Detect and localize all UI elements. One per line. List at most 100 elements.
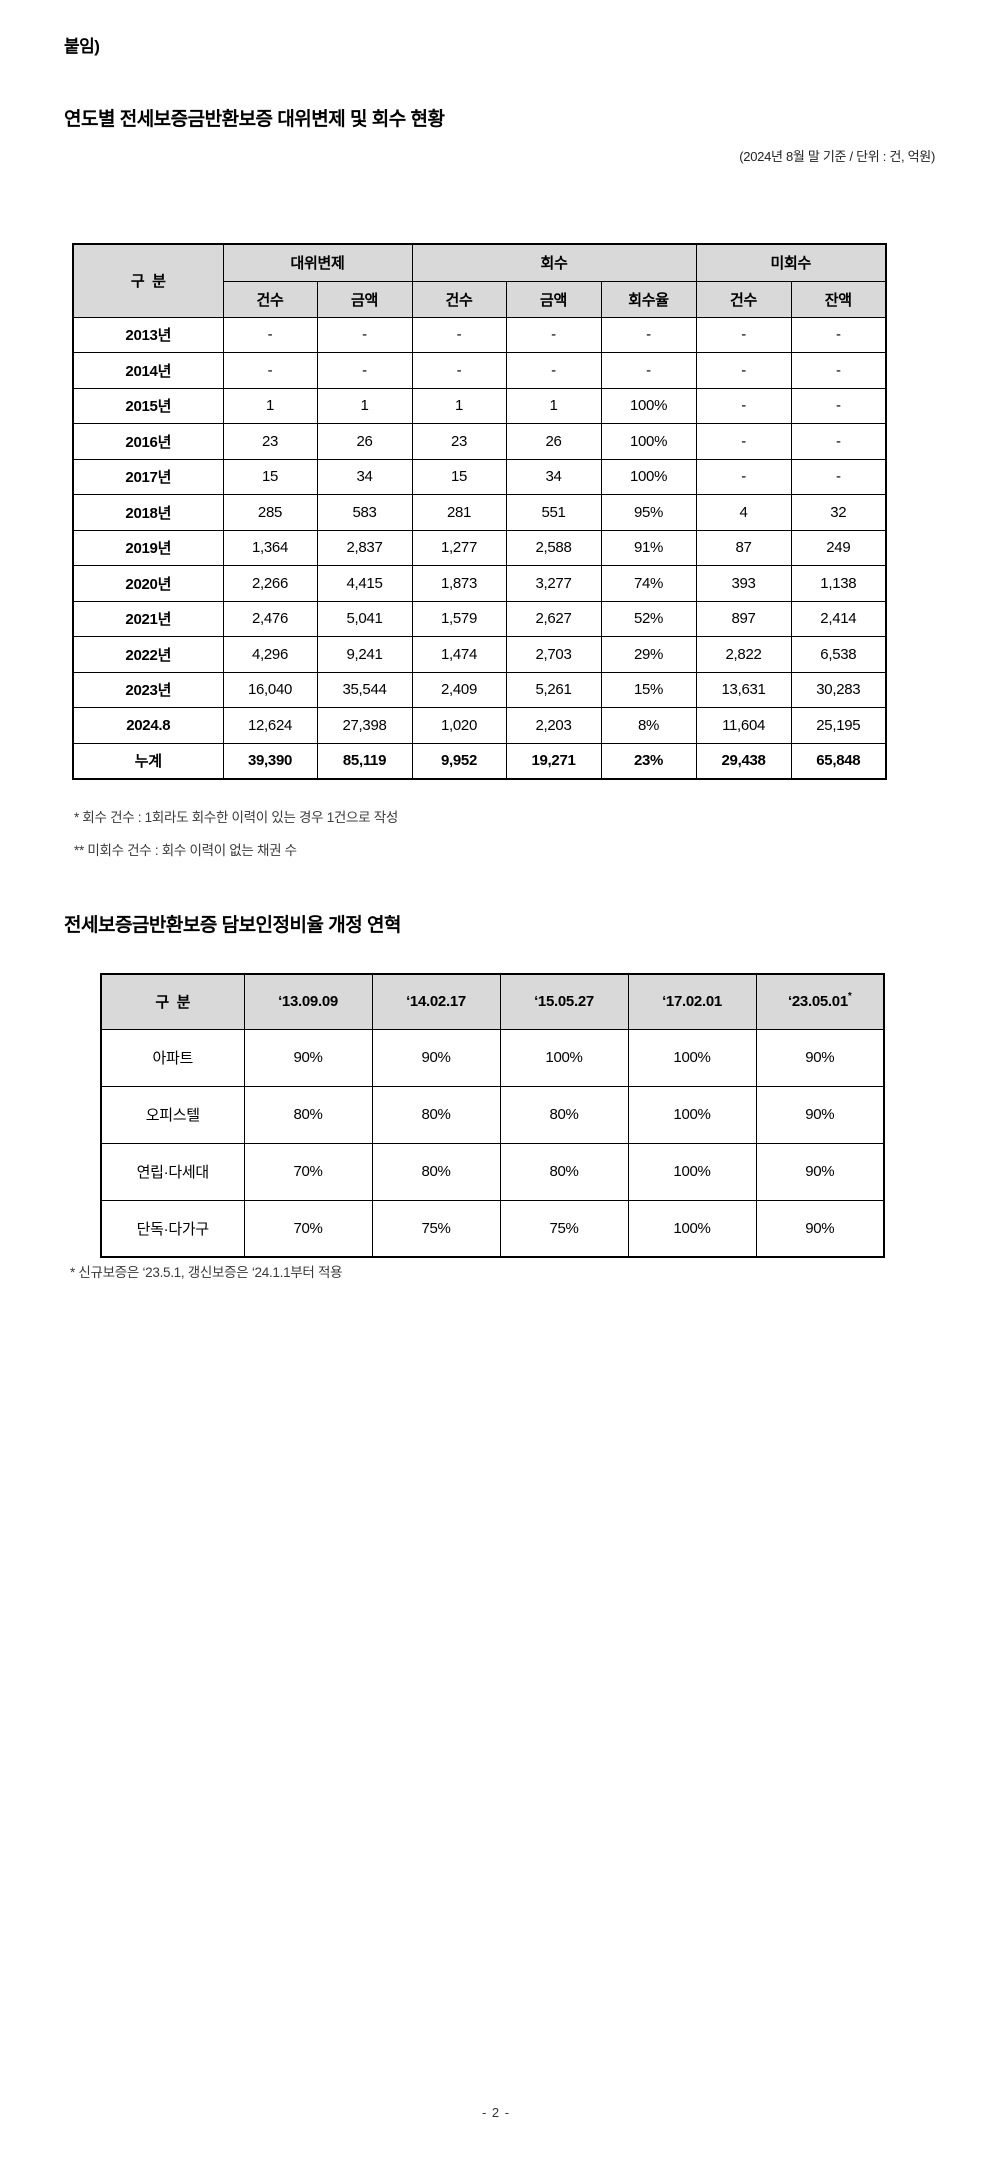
row-label: 단독·다가구 (100, 1199, 245, 1258)
year-row: 2019년 1,364 2,837 1,277 2,588 91% 87 249 (72, 529, 887, 566)
table-cell: 16,040 (222, 671, 318, 708)
table-cell: 25,195 (790, 707, 887, 744)
table-cell: 281 (411, 494, 507, 531)
col-header-amount: 금액 (505, 280, 602, 318)
collateral-ratio-table: 구 분 ‘13.09.09 ‘14.02.17 ‘15.05.27 ‘17.02… (100, 973, 885, 1258)
table-cell: 91% (600, 529, 697, 566)
table-cell: 1,277 (411, 529, 507, 566)
table-cell: - (695, 423, 792, 460)
col-header-date: ‘15.05.27 (499, 973, 629, 1030)
table-cell: - (790, 387, 887, 424)
table-cell: 27,398 (316, 707, 413, 744)
table-cell: 13,631 (695, 671, 792, 708)
table1-footnotes: * 회수 건수 : 1회라도 회수한 이력이 있는 경우 1건으로 작성 ** … (74, 801, 398, 867)
row-label: 2019년 (72, 529, 224, 566)
table-cell: 29,438 (695, 742, 792, 779)
table-cell: 11,604 (695, 707, 792, 744)
table-cell: 9,952 (411, 742, 507, 779)
table1-caption: (2024년 8월 말 기준 / 단위 : 건, 억원) (739, 149, 935, 164)
table-cell: 100% (600, 458, 697, 495)
table-cell: 583 (316, 494, 413, 531)
table-cell: - (790, 458, 887, 495)
table-cell: 90% (755, 1142, 885, 1201)
table-cell: 249 (790, 529, 887, 566)
table-cell: 1 (316, 387, 413, 424)
table-cell: 75% (371, 1199, 501, 1258)
year-row: 2014년 - - - - - - - (72, 352, 887, 389)
recovery-status-table: 구 분 대위변제 회수 미회수 건수 금액 건수 금액 회수율 건수 잔액 20… (72, 243, 888, 780)
col-header-balance: 잔액 (790, 280, 887, 318)
table-cell: 5,041 (316, 600, 413, 637)
row-label: 연립·다세대 (100, 1142, 245, 1201)
row-label: 2024.8 (72, 707, 224, 744)
table-cell: 87 (695, 529, 792, 566)
col-header-amount: 금액 (316, 280, 413, 318)
row-label: 2021년 (72, 600, 224, 637)
table-cell: 80% (371, 1142, 501, 1201)
footnote: * 회수 건수 : 1회라도 회수한 이력이 있는 경우 1건으로 작성 (74, 810, 398, 825)
table-cell: 2,266 (222, 565, 318, 602)
table-cell: 2,414 (790, 600, 887, 637)
table-cell: 4 (695, 494, 792, 531)
table-cell: 90% (755, 1085, 885, 1144)
table-cell: 1,138 (790, 565, 887, 602)
row-label: 2014년 (72, 352, 224, 389)
footnote: ** 미회수 건수 : 회수 이력이 없는 채권 수 (74, 843, 297, 858)
table-cell: 12,624 (222, 707, 318, 744)
row-label: 2016년 (72, 423, 224, 460)
table-cell: 30,283 (790, 671, 887, 708)
table-cell: 2,476 (222, 600, 318, 637)
table-cell: - (695, 352, 792, 389)
table-cell: 90% (755, 1028, 885, 1087)
year-row: 2016년 23 26 23 26 100% - - (72, 423, 887, 460)
table-cell: 70% (243, 1142, 373, 1201)
table-cell: 80% (499, 1142, 629, 1201)
col-group-mihoesu: 미회수 (695, 243, 887, 282)
housing-type-row: 연립·다세대 70% 80% 80% 100% 90% (100, 1142, 885, 1201)
table-cell: 52% (600, 600, 697, 637)
table-cell: 9,241 (316, 636, 413, 673)
col-header-gubun: 구 분 (100, 973, 245, 1030)
year-row: 2021년 2,476 5,041 1,579 2,627 52% 897 2,414 (72, 600, 887, 637)
year-row: 2015년 1 1 1 1 100% - - (72, 387, 887, 424)
table-cell: - (316, 316, 413, 353)
year-row: 2018년 285 583 281 551 95% 4 32 (72, 494, 887, 531)
table-cell: 897 (695, 600, 792, 637)
table-cell: 80% (499, 1085, 629, 1144)
table-cell: - (790, 423, 887, 460)
table1-group-header-row: 구 분 대위변제 회수 미회수 (72, 243, 887, 318)
row-label: 2018년 (72, 494, 224, 531)
col-header-cases: 건수 (695, 280, 792, 318)
table-cell: - (695, 458, 792, 495)
table-cell: - (695, 387, 792, 424)
table-cell: 65,848 (790, 742, 887, 779)
year-row: 2017년 15 34 15 34 100% - - (72, 458, 887, 495)
table-cell: 39,390 (222, 742, 318, 779)
table-cell: 70% (243, 1199, 373, 1258)
table-cell: 80% (243, 1085, 373, 1144)
table2-header-row: 구 분 ‘13.09.09 ‘14.02.17 ‘15.05.27 ‘17.02… (100, 973, 885, 1030)
recovery-table-body: 2013년 - - - - - - -2014년 - - - - - - -2015년 1 1 1 1 100% - -2… (72, 316, 887, 779)
table-cell: 19,271 (505, 742, 602, 779)
table-cell: 6,538 (790, 636, 887, 673)
table-cell: 100% (627, 1085, 757, 1144)
ratio-table-body: 아파트 90% 90% 100% 100% 90% 오피스텔 80% 80% 80% 100% 90%… (100, 1028, 885, 1258)
section2-title: 전세보증금반환보증 담보인정비율 개정 연혁 (64, 915, 401, 936)
table-cell: 285 (222, 494, 318, 531)
table-cell: 1 (411, 387, 507, 424)
year-row: 2022년 4,296 9,241 1,474 2,703 29% 2,822 6,538 (72, 636, 887, 673)
table-cell: 1,873 (411, 565, 507, 602)
table-cell: 1,579 (411, 600, 507, 637)
housing-type-row: 아파트 90% 90% 100% 100% 90% (100, 1028, 885, 1087)
total-row: 누계 39,390 85,119 9,952 19,271 23% 29,438 65,848 (72, 742, 887, 779)
table-cell: 1,474 (411, 636, 507, 673)
housing-type-row: 오피스텔 80% 80% 80% 100% 90% (100, 1085, 885, 1144)
table-cell: 74% (600, 565, 697, 602)
col-header-date-starred: ‘23.05.01* (755, 973, 885, 1030)
col-header-date: ‘13.09.09 (243, 973, 373, 1030)
row-label: 2015년 (72, 387, 224, 424)
table-cell: 34 (316, 458, 413, 495)
table-cell: 1,364 (222, 529, 318, 566)
table-cell: 23% (600, 742, 697, 779)
table-cell: 1,020 (411, 707, 507, 744)
